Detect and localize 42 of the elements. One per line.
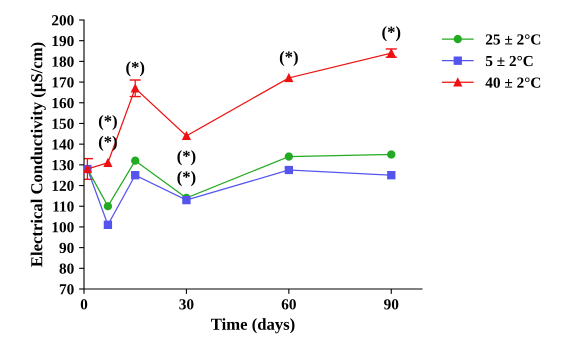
annotation: (*) bbox=[126, 61, 144, 76]
x-tick-label: 30 bbox=[179, 299, 194, 310]
annotation: (*) bbox=[177, 170, 196, 186]
y-tick-label: 150 bbox=[52, 118, 74, 129]
y-tick-label: 200 bbox=[52, 15, 74, 26]
point bbox=[284, 152, 294, 161]
y-tick-label: 90 bbox=[59, 242, 74, 254]
point bbox=[387, 171, 396, 180]
y-tick-label: 110 bbox=[53, 201, 74, 212]
y-tick-label: 80 bbox=[60, 263, 74, 274]
point bbox=[182, 132, 191, 140]
y-tick-label: 140 bbox=[52, 139, 74, 150]
annotation: (*) bbox=[280, 50, 298, 66]
legend-label: 25 ± 2°C bbox=[486, 34, 540, 45]
x-tick-label: 60 bbox=[282, 299, 296, 310]
point bbox=[387, 150, 396, 159]
legend-label: 5 ± 2°C bbox=[486, 56, 533, 66]
y-tick-label: 160 bbox=[52, 98, 74, 108]
point bbox=[131, 156, 140, 165]
point bbox=[104, 220, 112, 230]
x-tick-label: 0 bbox=[80, 299, 88, 310]
point bbox=[131, 171, 140, 180]
y-tick-label: 180 bbox=[52, 56, 74, 67]
y-axis-title: Electrical Conductivity (µS/cm) bbox=[30, 42, 46, 267]
annotation: (*) bbox=[177, 150, 196, 166]
point bbox=[284, 74, 294, 82]
y-tick-label: 120 bbox=[52, 180, 74, 191]
x-axis-title: Time (days) bbox=[211, 318, 294, 334]
annotation: (*) bbox=[382, 26, 400, 42]
point bbox=[104, 202, 112, 210]
point bbox=[284, 166, 294, 174]
point bbox=[131, 84, 140, 92]
x-tick-label: 90 bbox=[384, 299, 398, 310]
y-tick-label: 100 bbox=[52, 222, 74, 232]
point bbox=[104, 158, 112, 167]
annotation: (*) bbox=[98, 114, 117, 130]
point bbox=[387, 48, 396, 58]
y-tick-label: 170 bbox=[52, 77, 74, 88]
y-tick-label: 130 bbox=[52, 160, 74, 170]
y-tick-label: 190 bbox=[52, 36, 74, 46]
y-tick-label: 70 bbox=[60, 284, 74, 294]
legend-label: 40 ± 2°C bbox=[486, 77, 540, 88]
